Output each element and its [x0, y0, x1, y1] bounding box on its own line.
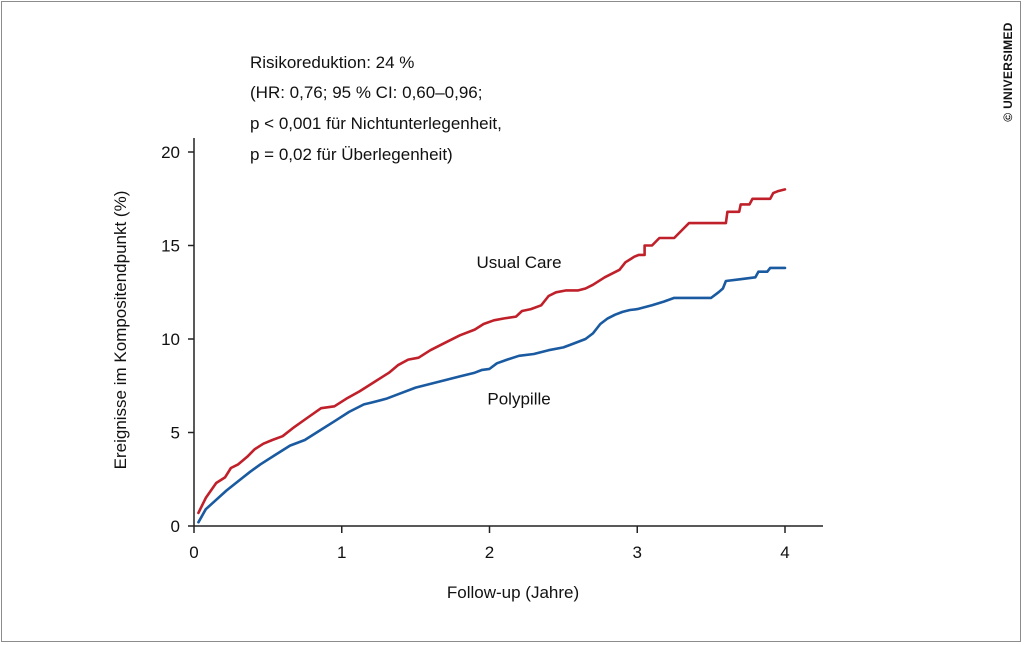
x-tick-label: 2 — [485, 543, 494, 562]
x-tick-label: 3 — [633, 543, 642, 562]
y-tick-label: 10 — [161, 330, 180, 349]
y-tick-label: 20 — [161, 143, 180, 162]
series-line-usual-care — [197, 188, 787, 515]
copyright-watermark: © UNIVERSIMED — [1001, 22, 1015, 121]
y-axis-title: Ereignisse im Kompositendpunkt (%) — [111, 191, 130, 470]
series-layer: Usual Care Polypille — [197, 188, 787, 524]
x-axis-title: Follow-up (Jahre) — [447, 583, 579, 602]
annotation-line-4: p = 0,02 für Überlegenheit) — [250, 145, 453, 164]
series-label-polypille: Polypille — [487, 389, 550, 408]
x-tick-label: 1 — [337, 543, 346, 562]
annotation-line-2: (HR: 0,76; 95 % CI: 0,60–0,96; — [250, 83, 482, 102]
annotation-line-1: Risikoreduktion: 24 % — [250, 53, 414, 72]
y-tick-label: 15 — [161, 237, 180, 256]
series-label-usual-care: Usual Care — [477, 253, 562, 272]
x-tick-label: 0 — [189, 543, 198, 562]
risk-annotation: Risikoreduktion: 24 % (HR: 0,76; 95 % CI… — [250, 53, 502, 164]
axes: 0 5 10 15 20 0 1 2 3 4 — [161, 138, 823, 562]
y-tick-label: 0 — [171, 517, 180, 536]
x-tick-label: 4 — [780, 543, 789, 562]
annotation-line-3: p < 0,001 für Nichtunterlegenheit, — [250, 114, 502, 133]
y-tick-label: 5 — [171, 424, 180, 443]
series-line-polypille — [197, 266, 787, 524]
